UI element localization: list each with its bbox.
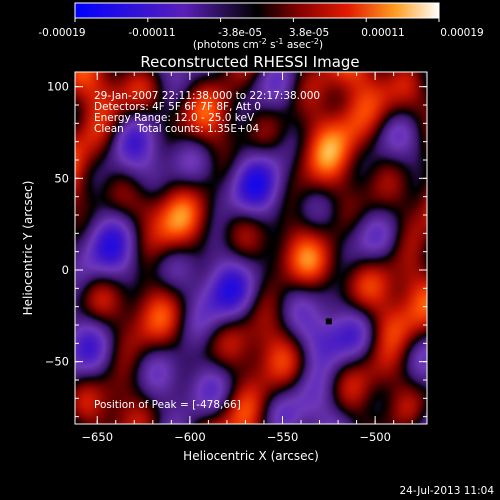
chart-title: Reconstructed RHESSI Image: [140, 53, 359, 71]
y-tick-label: 50: [54, 171, 69, 185]
colorbar-tick-2: -3.8e-05: [218, 27, 262, 39]
peak-marker: [325, 318, 332, 325]
plot-frame: [74, 71, 428, 425]
colorbar-units: (photons cm-2 s-1 asec-2): [193, 37, 323, 51]
y-tick-label: 0: [62, 263, 69, 277]
y-axis-label: Heliocentric Y (arcsec): [21, 181, 35, 316]
colorbar-ticks: [74, 18, 440, 22]
annotation-peak-position: Position of Peak = [-478,66]: [94, 399, 241, 411]
annotation-detectors: Detectors: 4F 5F 6F 7F 8F, Att 0: [94, 101, 261, 113]
colorbar-tick-1: -0.00011: [128, 27, 175, 39]
colorbar-tick-5: 0.00019: [440, 27, 483, 39]
y-tick-label: 100: [47, 80, 69, 94]
heatmap-image: [75, 72, 427, 424]
x-axis-label: Heliocentric X (arcsec): [183, 449, 319, 463]
x-tick-label: −550: [267, 430, 299, 444]
annotation-time-range: 29-Jan-2007 22:11:38.000 to 22:17:38.000: [94, 90, 320, 102]
colorbar-tick-0: -0.00019: [38, 27, 85, 39]
x-tick-label: −600: [174, 430, 206, 444]
y-tick-label: −50: [45, 355, 69, 369]
x-tick-label: −500: [359, 430, 391, 444]
footer-timestamp: 24-Jul-2013 11:04: [399, 485, 494, 497]
annotation-clean-counts: Clean Total counts: 1.35E+04: [94, 123, 259, 135]
colorbar-tick-3: 3.8e-05: [289, 27, 329, 39]
colorbar: [74, 2, 440, 19]
colorbar-tick-4: 0.00011: [361, 27, 404, 39]
x-tick-label: −650: [81, 430, 113, 444]
annotation-energy-range: Energy Range: 12.0 - 25.0 keV: [94, 112, 255, 124]
